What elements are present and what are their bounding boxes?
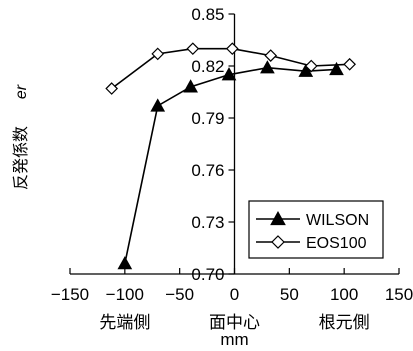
legend-marker	[270, 210, 286, 226]
x-tick-label: −50	[165, 285, 194, 304]
y-axis-label: 反発係数	[12, 126, 30, 190]
position-labels: 先端側 面中心 根元側	[99, 313, 369, 332]
x-tick-label: 0	[230, 285, 239, 304]
series-eos100	[105, 42, 356, 95]
x-tick-label: −150	[51, 285, 89, 304]
series-wilson	[117, 60, 344, 270]
data-point	[183, 79, 198, 93]
x-tick-label: 50	[280, 285, 299, 304]
data-point	[260, 60, 275, 74]
data-point	[225, 42, 239, 56]
x-tick-label: −100	[106, 285, 144, 304]
y-axis-symbol: er	[13, 84, 30, 99]
data-point	[105, 82, 119, 95]
y-tick-label: 0.76	[191, 161, 224, 180]
x-ticks: −150 −100 −50 0 50 100 150	[51, 268, 413, 304]
position-label: 面中心	[209, 313, 260, 332]
x-tick-label: 150	[385, 285, 413, 304]
x-tick-label: 100	[330, 285, 358, 304]
legend-label: EOS100	[306, 235, 367, 252]
y-tick-label: 0.82	[191, 57, 224, 76]
y-tick-label: 0.73	[191, 213, 224, 232]
data-point	[151, 47, 165, 61]
y-tick-label: 0.85	[191, 5, 224, 24]
position-label: 先端側	[99, 313, 150, 332]
data-point	[343, 57, 356, 71]
data-point	[264, 49, 278, 62]
data-point	[186, 42, 200, 56]
data-point	[150, 98, 166, 112]
legend-box	[248, 200, 384, 259]
position-label: 根元側	[319, 313, 370, 332]
data-point	[298, 63, 314, 77]
legend: WILSON EOS100	[248, 200, 384, 259]
data-point	[329, 61, 344, 76]
y-tick-label: 0.70	[191, 265, 224, 284]
y-tick-label: 0.79	[191, 109, 224, 128]
data-point	[117, 256, 133, 270]
data-point	[304, 59, 318, 73]
legend-marker	[271, 235, 285, 249]
data-point	[221, 67, 237, 81]
x-axis-label: mm	[220, 330, 248, 349]
y-ticks: 0.70 0.73 0.76 0.79 0.82 0.85	[191, 5, 235, 284]
legend-label: WILSON	[306, 212, 369, 229]
series-layer	[105, 42, 356, 270]
